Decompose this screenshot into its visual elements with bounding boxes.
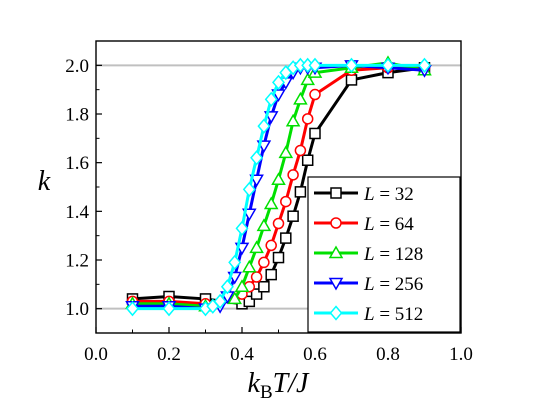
data-point [228,254,242,271]
data-point [309,88,321,101]
legend-item-3: L = 128 [314,244,423,265]
data-point [234,279,250,293]
data-point [250,150,264,166]
data-point [287,210,299,222]
legend-label: L = 32 [363,184,414,205]
data-point [280,195,292,208]
legend-label: L = 128 [363,244,423,265]
data-point [418,57,431,73]
x-tick-label: 0.4 [230,344,254,365]
data-point [294,186,307,198]
data-point [272,217,285,230]
data-point [280,232,292,244]
data-point [126,301,139,317]
series-layer [125,55,432,317]
data-point [162,301,176,317]
data-point [242,181,256,198]
data-point [345,57,358,73]
y-tick-label: 1.6 [65,153,89,174]
data-point [227,291,242,305]
y-tick-label: 1.0 [65,299,89,320]
data-point [263,196,279,210]
data-point [381,57,395,73]
data-point [250,288,263,300]
y-axis-title: k [38,166,51,197]
data-point [250,271,263,283]
series-5 [126,57,431,317]
legend-marker [328,245,344,259]
data-point [271,172,286,185]
legend-item-5: L = 512 [314,304,423,325]
data-point [265,239,277,252]
legend-item-2: L = 64 [314,214,414,235]
data-point [308,57,322,73]
data-point [294,144,307,157]
x-tick-label: 0.2 [157,344,181,365]
data-point [258,256,270,269]
legend-marker [330,217,342,229]
legend-marker [328,277,344,291]
legend-item-1: L = 32 [314,184,414,205]
legend-label: L = 256 [363,274,423,295]
legend-items: L = 32 L = 64 L = 128 L = 256 L = 512 [314,184,423,325]
data-point [272,251,285,264]
data-point [249,240,264,254]
data-point [287,169,299,181]
data-point [256,218,272,232]
data-point [249,174,264,188]
data-point [258,281,270,293]
y-tick-label: 1.8 [65,105,89,126]
y-tick-label: 1.2 [65,251,89,272]
data-point [272,74,285,91]
data-point [264,91,278,108]
y-tick-label: 2.0 [65,56,89,77]
data-point [278,145,294,159]
data-point [300,72,315,86]
axis-ticks: 0.0 0.2 0.4 0.6 0.8 1.0 1.0 1.2 1.4 1.6 1.8 2.0 [65,56,473,365]
data-point [265,268,277,281]
x-tick-label: 0.0 [84,344,108,365]
legend-marker [329,305,343,321]
x-tick-label: 0.6 [303,344,327,365]
data-point [301,154,314,166]
data-point [257,118,271,134]
data-point [220,279,234,295]
data-point [242,259,257,273]
data-point [345,74,358,86]
x-tick-label: 1.0 [449,344,473,365]
x-tick-label: 0.8 [376,344,400,365]
legend: L = 32 L = 64 L = 128 L = 256 L = 512 [307,176,461,333]
legend-label: L = 64 [363,214,414,235]
data-point [301,113,314,125]
y-tick-label: 1.4 [65,202,89,223]
legend-marker [330,187,342,199]
legend-item-4: L = 256 [314,274,423,295]
data-point [293,91,308,105]
data-point [243,295,256,308]
x-axis-title: kBT/J [248,368,310,403]
data-point [285,113,301,127]
data-point [309,127,321,140]
data-point [213,293,227,310]
legend-label: L = 512 [363,304,423,325]
data-point [235,220,249,237]
